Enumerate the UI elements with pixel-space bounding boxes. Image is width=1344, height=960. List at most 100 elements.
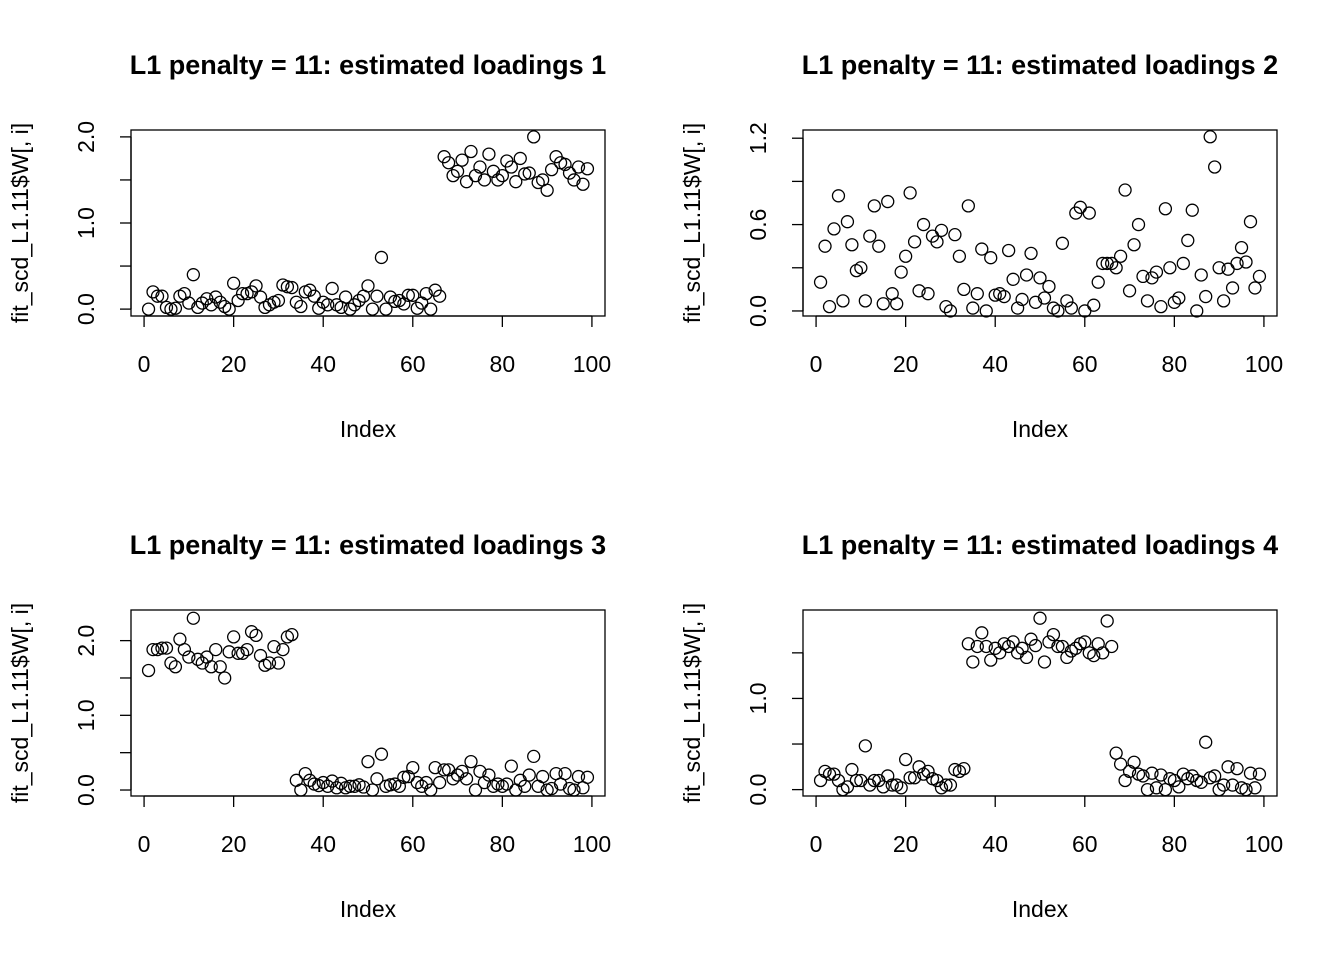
point [204, 298, 218, 312]
point [522, 166, 536, 180]
x-axis-label: Index [340, 896, 397, 922]
point [997, 289, 1011, 304]
point [567, 783, 581, 797]
point [424, 302, 438, 316]
point [518, 779, 532, 793]
point [285, 628, 299, 642]
point [168, 301, 183, 315]
point [231, 646, 245, 660]
point [1037, 655, 1052, 669]
x-axis-label: Index [1012, 416, 1069, 442]
point [415, 779, 429, 793]
point [1208, 160, 1222, 174]
point [1176, 767, 1190, 781]
point [1140, 782, 1155, 797]
point [365, 302, 380, 316]
point [1037, 291, 1052, 305]
point [1006, 272, 1020, 286]
point [258, 300, 272, 315]
point [330, 781, 344, 795]
chart-title: L1 penalty = 11: estimated loadings 3 [130, 530, 606, 560]
y-axis-label: fit_scd_L1.11$W[, i] [7, 603, 33, 803]
point [446, 772, 460, 786]
point [343, 779, 357, 793]
point [1002, 243, 1016, 258]
point [222, 645, 236, 659]
point [1239, 782, 1253, 797]
point [527, 749, 541, 764]
point [1078, 635, 1092, 649]
point [352, 293, 366, 308]
point [1185, 203, 1199, 217]
y-axis-label: fit_scd_L1.11$W[, i] [679, 603, 705, 803]
point [1190, 304, 1204, 318]
point [872, 239, 886, 253]
point [1252, 269, 1267, 284]
point [1109, 746, 1123, 760]
point [1248, 281, 1262, 295]
point [146, 285, 160, 299]
plot-box [802, 129, 1278, 317]
point [1216, 778, 1231, 792]
point [159, 641, 174, 655]
point [1127, 238, 1141, 252]
point [226, 630, 241, 644]
x-tick-label: 100 [573, 831, 611, 857]
point [383, 778, 398, 792]
point [464, 754, 478, 769]
x-tick-label: 100 [573, 351, 611, 377]
point [858, 294, 872, 308]
point [1154, 299, 1168, 314]
point [1234, 240, 1249, 255]
point [294, 783, 308, 797]
point [1087, 648, 1101, 663]
point [1252, 767, 1267, 781]
point [890, 297, 904, 311]
point [455, 764, 469, 778]
point [858, 739, 872, 753]
point [334, 776, 348, 790]
point [1230, 256, 1244, 271]
point [898, 249, 913, 263]
point [280, 280, 295, 294]
point [356, 780, 371, 794]
point [209, 642, 223, 657]
x-tick-label: 0 [138, 831, 151, 857]
point [141, 302, 156, 316]
point [903, 771, 917, 785]
point [567, 173, 581, 187]
x-tick-label: 60 [1072, 831, 1098, 857]
point [993, 287, 1007, 301]
point [943, 778, 958, 792]
point [473, 160, 487, 174]
point [898, 752, 913, 767]
point [527, 130, 541, 144]
point [240, 642, 254, 657]
point [1082, 646, 1096, 660]
point [182, 296, 196, 310]
y-tick-label: 1.2 [745, 122, 771, 154]
point [495, 168, 510, 183]
point [482, 147, 496, 161]
x-tick-label: 100 [1245, 351, 1283, 377]
point [1181, 233, 1195, 248]
point [504, 160, 518, 174]
point [406, 288, 420, 302]
point [921, 287, 935, 301]
point [1225, 281, 1240, 295]
point [1145, 766, 1159, 780]
point [1105, 639, 1119, 654]
point [509, 175, 523, 189]
point [235, 646, 250, 660]
point [141, 663, 156, 678]
point [943, 304, 958, 318]
point [504, 759, 518, 773]
point [406, 760, 420, 775]
point [459, 175, 474, 189]
x-axis-label: Index [340, 416, 397, 442]
point [1230, 761, 1244, 776]
point [473, 764, 487, 778]
point [957, 761, 971, 776]
point [1055, 236, 1070, 250]
point [957, 282, 971, 297]
